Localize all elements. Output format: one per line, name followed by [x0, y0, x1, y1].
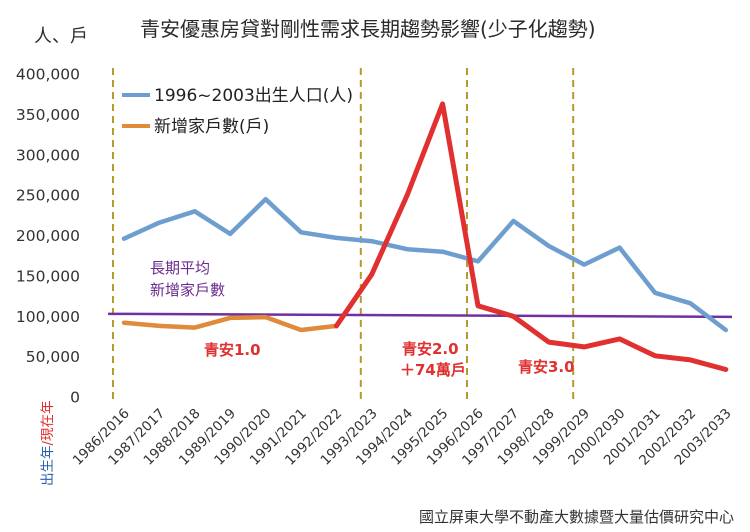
chart-title: 青安優惠房貸對剛性需求長期趨勢影響(少子化趨勢) — [140, 17, 596, 41]
y-tick-label: 100,000 — [16, 308, 80, 326]
series-birth-population-line — [121, 196, 729, 333]
x-axis-title: 出生年/現在年 — [40, 400, 56, 486]
x-axis-ticks: 1986/20161987/20171988/20181989/20191990… — [70, 406, 735, 469]
reference-line-label-1: 長期平均 — [150, 259, 210, 277]
y-axis-ticks: 0 50,000 100,000 150,000 200,000 250,000 300,0… — [16, 66, 80, 407]
average-household-line — [107, 312, 733, 319]
annotation-phase3: 青安3.0 — [518, 358, 575, 376]
series-projected-households-line — [333, 101, 729, 372]
y-tick-label: 150,000 — [16, 267, 80, 285]
y-tick-label: 0 — [70, 389, 80, 407]
y-tick-label: 300,000 — [16, 146, 80, 164]
annotation-phase2-line2: ＋74萬戶 — [400, 361, 466, 379]
annotation-phase2-line1: 青安2.0 — [402, 340, 459, 358]
series-lines — [121, 101, 729, 372]
legend: 1996~2003出生人口(人) 新增家戶數(戶) — [122, 86, 353, 137]
source-credit: 國立屏東大學不動產大數據暨大量估價研究中心 — [419, 508, 734, 526]
legend-label-birth-population: 1996~2003出生人口(人) — [154, 86, 353, 106]
unit-label: 人、戶 — [34, 26, 88, 47]
x-axis-title-birth: 出生年 — [40, 446, 56, 487]
annotation-phase1: 青安1.0 — [204, 341, 261, 359]
x-axis-title-now: 現在年 — [40, 400, 56, 441]
x-axis-title-sep: / — [40, 441, 56, 446]
svg-text:出生年/現在年: 出生年/現在年 — [40, 400, 56, 486]
reference-line-label-2: 新增家戶數 — [150, 281, 225, 299]
y-tick-label: 250,000 — [16, 187, 80, 205]
y-tick-label: 350,000 — [16, 106, 80, 124]
y-tick-label: 400,000 — [16, 66, 80, 84]
series-new-households-line — [121, 314, 339, 333]
reference-line — [107, 312, 733, 319]
y-tick-label: 50,000 — [26, 348, 80, 366]
legend-label-new-households: 新增家戶數(戶) — [154, 117, 269, 137]
y-tick-label: 200,000 — [16, 227, 80, 245]
